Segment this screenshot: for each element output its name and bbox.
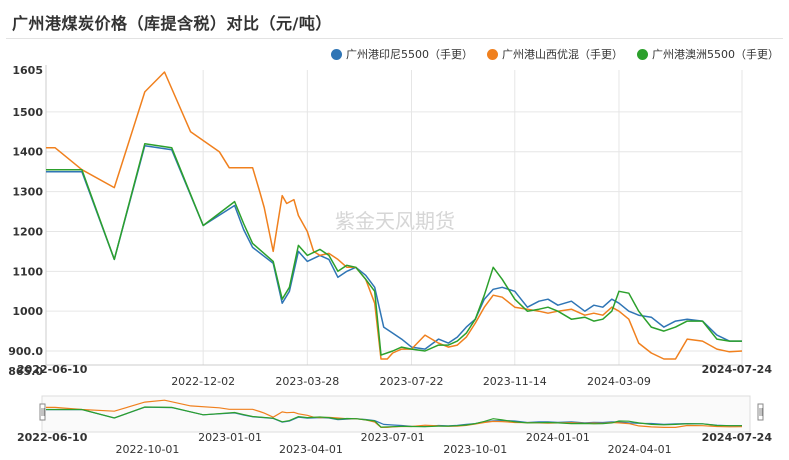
navigator-tick-label: 2023-01-01 bbox=[198, 431, 262, 444]
x-axis-labels: 2022-06-10 2022-12-02 2023-03-28 2023-07-22… bbox=[17, 363, 772, 388]
x-tick-label: 2023-11-14 bbox=[483, 375, 547, 388]
y-tick-label: 1400 bbox=[12, 146, 43, 159]
x-tick-label: 2024-03-09 bbox=[587, 375, 651, 388]
x-tick-label: 2023-07-22 bbox=[380, 375, 444, 388]
y-tick-label: 1500 bbox=[12, 106, 43, 119]
navigator-tick-label: 2024-01-01 bbox=[526, 431, 590, 444]
navigator-tick-label: 2022-06-10 bbox=[17, 431, 88, 444]
navigator-tick-label: 2024-07-24 bbox=[702, 431, 773, 444]
series-line-2 bbox=[46, 144, 742, 355]
watermark-text: 紫金天风期货 bbox=[335, 209, 455, 233]
series-line-0 bbox=[46, 146, 742, 349]
x-tick-label: 2022-06-10 bbox=[17, 363, 88, 376]
navigator-tick-label: 2023-10-01 bbox=[443, 443, 507, 456]
navigator-tick-label: 2024-04-01 bbox=[608, 443, 672, 456]
navigator-handle-left-icon[interactable] bbox=[40, 404, 45, 420]
y-tick-label: 1200 bbox=[12, 225, 43, 238]
x-tick-label: 2023-03-28 bbox=[275, 375, 339, 388]
navigator-tick-label: 2022-10-01 bbox=[116, 443, 180, 456]
range-navigator[interactable]: 2022-06-10 2022-10-01 2023-01-01 2023-04-01… bbox=[17, 396, 772, 456]
y-tick-label: 1100 bbox=[12, 265, 43, 278]
y-tick-label: 900.0 bbox=[8, 345, 43, 358]
x-tick-label: 2024-07-24 bbox=[702, 363, 773, 376]
x-tick-label: 2022-12-02 bbox=[171, 375, 235, 388]
navigator-tick-label: 2023-07-01 bbox=[361, 431, 425, 444]
y-tick-label: 1605 bbox=[12, 64, 43, 77]
y-tick-label: 1000 bbox=[12, 305, 43, 318]
navigator-handle-right-icon[interactable] bbox=[758, 404, 763, 420]
navigator-tick-label: 2023-04-01 bbox=[279, 443, 343, 456]
y-tick-label: 1300 bbox=[12, 186, 43, 199]
